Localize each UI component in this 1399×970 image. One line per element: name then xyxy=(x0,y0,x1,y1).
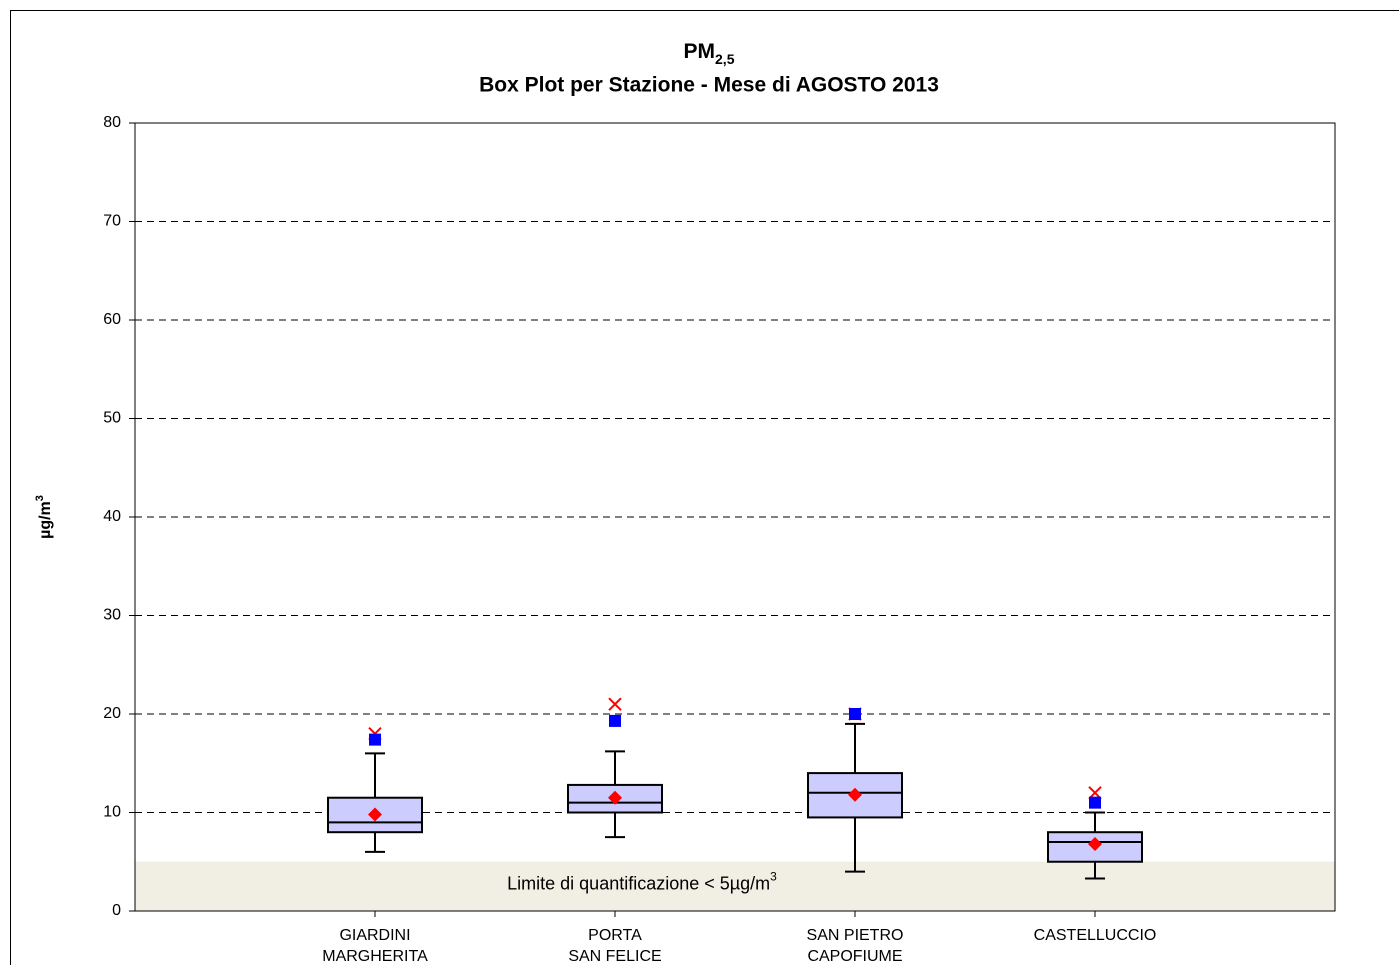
title-sub: 2,5 xyxy=(715,51,735,67)
y-tick-label: 60 xyxy=(103,311,121,328)
y-axis-label: µg/m3 xyxy=(34,495,54,539)
y-tick-label: 0 xyxy=(112,902,121,919)
square-marker xyxy=(849,708,861,720)
y-tick-label: 70 xyxy=(103,213,121,230)
y-tick-label: 80 xyxy=(103,114,121,131)
title-main: PM xyxy=(684,40,716,63)
x-tick-label: PORTA xyxy=(588,927,642,944)
y-tick-label: 10 xyxy=(103,804,121,821)
x-tick-label: SAN PIETRO xyxy=(807,927,904,944)
band-label-sup: 3 xyxy=(770,870,777,884)
square-marker xyxy=(609,715,621,727)
y-tick-label: 30 xyxy=(103,607,121,624)
square-marker xyxy=(369,734,381,746)
band-label: Limite di quantificazione < 5µg/m3 xyxy=(507,870,777,894)
x-tick-label: GIARDINI xyxy=(339,927,410,944)
band-label-text: Limite di quantificazione < 5µg/m xyxy=(507,873,770,893)
x-tick-label: MARGHERITA xyxy=(322,948,428,965)
x-tick-label: CASTELLUCCIO xyxy=(1034,927,1157,944)
square-marker xyxy=(1089,797,1101,809)
y-tick-label: 50 xyxy=(103,410,121,427)
y-tick-label: 40 xyxy=(103,508,121,525)
x-tick-label: CAPOFIUME xyxy=(807,948,902,965)
x-tick-label: SAN FELICE xyxy=(568,948,661,965)
y-tick-label: 20 xyxy=(103,705,121,722)
y-label-sup: 3 xyxy=(34,495,46,501)
y-label-text: µg/m xyxy=(37,501,54,539)
chart-subtitle: Box Plot per Stazione - Mese di AGOSTO 2… xyxy=(479,74,939,97)
chart-frame xyxy=(11,11,1399,966)
